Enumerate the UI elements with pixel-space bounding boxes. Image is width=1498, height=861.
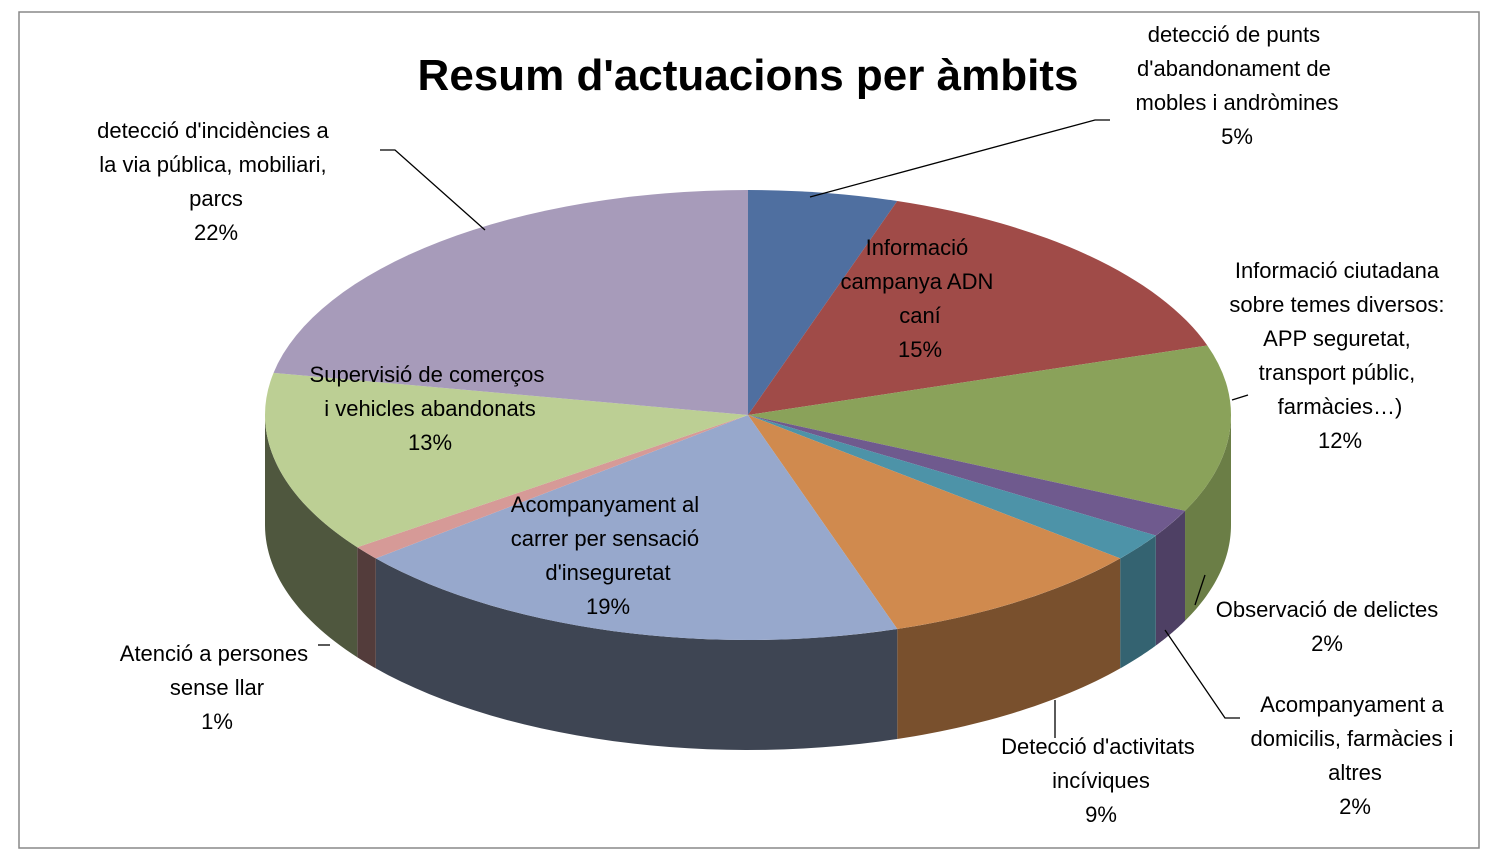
- slice-label: Acompanyament al carrer per sensació d'i…: [511, 492, 705, 585]
- pie-slice: [357, 415, 748, 559]
- pie-slice-side: [265, 415, 358, 658]
- leader-line: [380, 149, 486, 231]
- value-label: 2%: [1339, 794, 1371, 819]
- pie-slice-side: [357, 547, 376, 669]
- pie-slice-side: [375, 558, 898, 750]
- value-label: 19%: [586, 594, 630, 619]
- pie-slice: [273, 190, 748, 415]
- value-label: 12%: [1318, 428, 1362, 453]
- pie-slice: [748, 415, 1186, 536]
- pie-slice: [748, 190, 898, 415]
- pie-slice: [375, 415, 898, 641]
- leader-line: [809, 119, 1110, 198]
- slice-label: Observació de delictes: [1216, 597, 1439, 622]
- value-label: 13%: [408, 430, 452, 455]
- slice-label: detecció d'incidències a la via pública,…: [97, 118, 335, 211]
- pie-slice-side: [1155, 510, 1186, 646]
- pie-slice: [265, 372, 748, 548]
- slice-label: Informació ciutadana sobre temes diverso…: [1229, 258, 1450, 419]
- pie-slice: [748, 415, 1156, 559]
- slice-label: Supervisió de comerços i vehicles abando…: [310, 362, 551, 421]
- value-label: 1%: [201, 709, 233, 734]
- slice-label: Acompanyament a domicilis, farmàcies i a…: [1250, 692, 1459, 785]
- slice-label: Detecció d'activitats incíviques: [1001, 734, 1201, 793]
- pie-slice-side: [897, 558, 1121, 739]
- pie-slice-side: [1185, 415, 1231, 621]
- value-label: 5%: [1221, 124, 1253, 149]
- slice-label: Atenció a persones sense llar: [120, 641, 314, 700]
- slice-label: detecció de punts d'abandonament de mobl…: [1136, 22, 1339, 115]
- pie-slice: [748, 415, 1121, 629]
- value-label: 2%: [1311, 631, 1343, 656]
- slice-label: Informació campanya ADN caní: [841, 235, 1000, 328]
- pie-slice: [748, 345, 1232, 511]
- chart-title: Resum d'actuacions per àmbits: [418, 51, 1079, 100]
- pie-slice-side: [1120, 535, 1156, 669]
- pie-slice: [748, 201, 1208, 415]
- value-label: 15%: [898, 337, 942, 362]
- leader-line: [1194, 574, 1206, 606]
- leader-line: [1164, 629, 1240, 719]
- value-label: 22%: [194, 220, 238, 245]
- leader-line: [1231, 394, 1249, 401]
- value-label: 9%: [1085, 802, 1117, 827]
